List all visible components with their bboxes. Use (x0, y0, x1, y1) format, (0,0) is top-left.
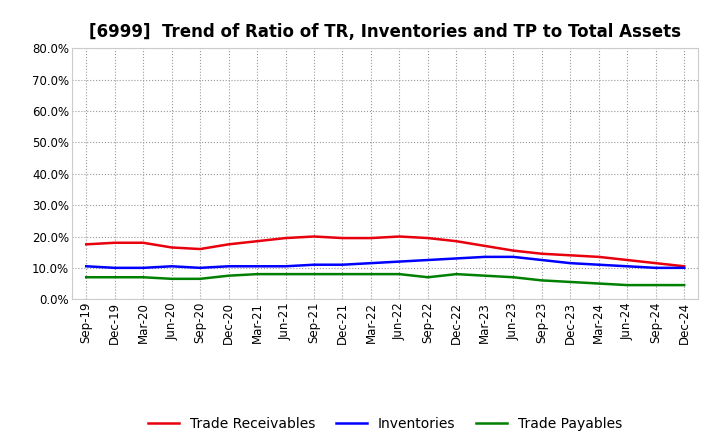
Trade Receivables (509, 248, 518, 253)
Trade Payables (196, 276, 204, 282)
Inventories (537, 257, 546, 263)
Trade Receivables (652, 260, 660, 266)
Inventories (680, 265, 688, 271)
Inventories (623, 264, 631, 269)
Inventories (395, 259, 404, 264)
Trade Receivables (139, 240, 148, 246)
Inventories (225, 264, 233, 269)
Trade Receivables (452, 238, 461, 244)
Trade Receivables (480, 243, 489, 249)
Inventories (253, 264, 261, 269)
Trade Payables (110, 275, 119, 280)
Trade Receivables (680, 264, 688, 269)
Trade Payables (480, 273, 489, 279)
Inventories (196, 265, 204, 271)
Trade Payables (537, 278, 546, 283)
Trade Receivables (595, 254, 603, 260)
Trade Payables (366, 271, 375, 277)
Inventories (338, 262, 347, 268)
Trade Payables (395, 271, 404, 277)
Trade Payables (595, 281, 603, 286)
Trade Receivables (82, 242, 91, 247)
Trade Payables (253, 271, 261, 277)
Trade Payables (82, 275, 91, 280)
Line: Trade Receivables: Trade Receivables (86, 237, 684, 266)
Trade Receivables (253, 238, 261, 244)
Trade Payables (423, 275, 432, 280)
Trade Receivables (110, 240, 119, 246)
Inventories (82, 264, 91, 269)
Trade Receivables (167, 245, 176, 250)
Trade Payables (338, 271, 347, 277)
Inventories (110, 265, 119, 271)
Trade Payables (139, 275, 148, 280)
Trade Payables (623, 282, 631, 288)
Legend: Trade Receivables, Inventories, Trade Payables: Trade Receivables, Inventories, Trade Pa… (143, 411, 628, 436)
Trade Payables (652, 282, 660, 288)
Line: Trade Payables: Trade Payables (86, 274, 684, 285)
Line: Inventories: Inventories (86, 257, 684, 268)
Inventories (595, 262, 603, 268)
Trade Payables (680, 282, 688, 288)
Trade Receivables (225, 242, 233, 247)
Trade Payables (310, 271, 318, 277)
Trade Receivables (537, 251, 546, 257)
Inventories (282, 264, 290, 269)
Trade Payables (282, 271, 290, 277)
Inventories (566, 260, 575, 266)
Inventories (652, 265, 660, 271)
Trade Receivables (366, 235, 375, 241)
Trade Receivables (310, 234, 318, 239)
Inventories (310, 262, 318, 268)
Inventories (480, 254, 489, 260)
Title: [6999]  Trend of Ratio of TR, Inventories and TP to Total Assets: [6999] Trend of Ratio of TR, Inventories… (89, 23, 681, 41)
Trade Receivables (282, 235, 290, 241)
Inventories (167, 264, 176, 269)
Inventories (423, 257, 432, 263)
Trade Payables (167, 276, 176, 282)
Trade Receivables (423, 235, 432, 241)
Inventories (452, 256, 461, 261)
Trade Receivables (623, 257, 631, 263)
Trade Receivables (566, 253, 575, 258)
Trade Receivables (338, 235, 347, 241)
Inventories (139, 265, 148, 271)
Inventories (509, 254, 518, 260)
Trade Payables (566, 279, 575, 285)
Inventories (366, 260, 375, 266)
Trade Payables (452, 271, 461, 277)
Trade Payables (509, 275, 518, 280)
Trade Receivables (196, 246, 204, 252)
Trade Payables (225, 273, 233, 279)
Trade Receivables (395, 234, 404, 239)
